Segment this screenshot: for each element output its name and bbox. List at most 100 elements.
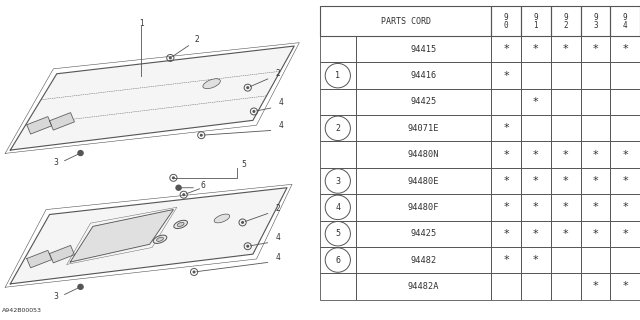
Bar <box>551 247 580 273</box>
Bar <box>580 168 611 194</box>
Text: *: * <box>563 150 568 160</box>
Bar <box>521 273 551 300</box>
Text: *: * <box>593 44 598 54</box>
Bar <box>580 273 611 300</box>
Bar <box>320 36 356 62</box>
Text: 4: 4 <box>335 203 340 212</box>
Bar <box>551 220 580 247</box>
Bar <box>492 194 521 220</box>
Bar <box>611 168 640 194</box>
Text: *: * <box>504 150 509 160</box>
Text: 94416: 94416 <box>410 71 436 80</box>
Bar <box>492 247 521 273</box>
Bar <box>492 141 521 168</box>
Bar <box>320 168 356 194</box>
Text: 94482: 94482 <box>410 256 436 265</box>
Polygon shape <box>10 46 294 150</box>
Text: *: * <box>563 202 568 212</box>
Text: *: * <box>622 176 628 186</box>
Bar <box>492 273 521 300</box>
Ellipse shape <box>153 235 167 244</box>
Bar <box>320 115 356 141</box>
Bar <box>320 89 356 115</box>
Text: PARTS CORD: PARTS CORD <box>381 17 431 26</box>
Circle shape <box>78 151 83 156</box>
Bar <box>521 115 551 141</box>
Text: 9
1: 9 1 <box>534 13 538 30</box>
Bar <box>521 36 551 62</box>
Circle shape <box>170 57 171 59</box>
Bar <box>551 89 580 115</box>
Circle shape <box>253 111 255 112</box>
Bar <box>611 115 640 141</box>
Bar <box>580 115 611 141</box>
Bar <box>611 62 640 89</box>
Bar <box>551 168 580 194</box>
Bar <box>356 89 492 115</box>
Text: *: * <box>504 202 509 212</box>
Bar <box>551 194 580 220</box>
Bar <box>611 6 640 36</box>
Bar <box>611 247 640 273</box>
Text: 9
0: 9 0 <box>504 13 509 30</box>
Bar <box>551 115 580 141</box>
Text: 4: 4 <box>276 233 280 242</box>
Bar <box>551 36 580 62</box>
Text: 94480E: 94480E <box>408 177 439 186</box>
Text: 6: 6 <box>200 181 205 190</box>
Polygon shape <box>27 251 52 268</box>
Bar <box>492 62 521 89</box>
Text: *: * <box>622 150 628 160</box>
Text: *: * <box>563 229 568 239</box>
Text: 5: 5 <box>241 160 246 169</box>
Circle shape <box>193 271 195 273</box>
Polygon shape <box>10 188 287 284</box>
Text: 94071E: 94071E <box>408 124 439 133</box>
Bar <box>611 194 640 220</box>
Text: 4: 4 <box>278 99 284 108</box>
Polygon shape <box>49 113 74 130</box>
Circle shape <box>247 245 248 247</box>
Text: *: * <box>533 97 539 107</box>
Text: *: * <box>533 44 539 54</box>
Circle shape <box>173 177 174 179</box>
Circle shape <box>242 222 243 223</box>
Text: 2: 2 <box>335 124 340 133</box>
Bar <box>580 247 611 273</box>
Bar <box>492 168 521 194</box>
Text: 5: 5 <box>335 229 340 238</box>
Ellipse shape <box>177 222 184 227</box>
Text: *: * <box>504 44 509 54</box>
Bar <box>320 273 356 300</box>
Circle shape <box>78 284 83 289</box>
Bar <box>320 141 356 168</box>
Text: 94482A: 94482A <box>408 282 439 291</box>
Ellipse shape <box>174 220 188 228</box>
Polygon shape <box>49 245 74 263</box>
Text: *: * <box>622 44 628 54</box>
Text: 2: 2 <box>195 35 200 44</box>
Text: *: * <box>533 229 539 239</box>
Text: A942B00053: A942B00053 <box>2 308 42 313</box>
Bar <box>521 247 551 273</box>
Text: 4: 4 <box>276 253 280 262</box>
Bar <box>521 220 551 247</box>
Bar <box>611 273 640 300</box>
Bar <box>356 62 492 89</box>
Text: *: * <box>593 202 598 212</box>
Circle shape <box>176 185 181 190</box>
Bar <box>492 220 521 247</box>
Text: *: * <box>533 255 539 265</box>
Bar <box>492 115 521 141</box>
Bar <box>521 168 551 194</box>
Text: *: * <box>593 229 598 239</box>
Bar <box>551 6 580 36</box>
Text: 2: 2 <box>276 69 280 78</box>
Text: 94415: 94415 <box>410 45 436 54</box>
Text: 94480F: 94480F <box>408 203 439 212</box>
Bar <box>580 36 611 62</box>
Text: *: * <box>533 150 539 160</box>
Text: 1: 1 <box>335 71 340 80</box>
Text: 3: 3 <box>53 292 58 301</box>
Bar <box>611 141 640 168</box>
